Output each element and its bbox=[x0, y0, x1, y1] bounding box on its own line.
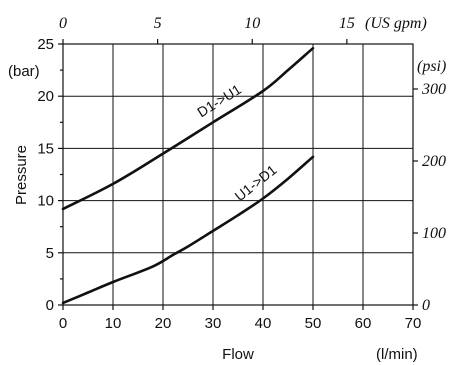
secondary-x-tick-label: 15 bbox=[339, 15, 355, 32]
secondary-y-tick-label: 100 bbox=[422, 225, 446, 242]
y-tick-label: 5 bbox=[46, 245, 54, 262]
grid bbox=[62, 43, 414, 306]
y-tick-label: 20 bbox=[37, 88, 54, 105]
y-tick-label: 10 bbox=[37, 193, 54, 210]
secondary-x-tick-label: 10 bbox=[244, 15, 260, 32]
curves: D1->U1 U1->D1 bbox=[61, 46, 315, 305]
series-label: D1->U1 bbox=[194, 81, 244, 121]
secondary-y-tick-label: 300 bbox=[421, 81, 446, 98]
plot-frame bbox=[62, 43, 414, 306]
secondary-y-tick-label: 0 bbox=[422, 297, 430, 314]
secondary-x-unit: (US gpm) bbox=[365, 15, 427, 32]
x-tick-label: 40 bbox=[255, 315, 272, 332]
y-tick-label: 25 bbox=[37, 36, 54, 53]
x-tick-label: 10 bbox=[105, 315, 122, 332]
x-tick-label: 50 bbox=[305, 315, 322, 332]
y-axis-unit: (bar) bbox=[8, 63, 40, 80]
y-axis-title: Pressure bbox=[13, 145, 30, 205]
x-tick-label: 30 bbox=[205, 315, 222, 332]
series-line bbox=[61, 46, 315, 211]
y-tick-label: 15 bbox=[37, 140, 54, 157]
y-tick-label: 0 bbox=[46, 297, 54, 314]
secondary-y-tick-label: 200 bbox=[422, 153, 446, 170]
x-axis-title: Flow bbox=[222, 346, 254, 363]
x-tick-label: 0 bbox=[59, 315, 67, 332]
series-label: U1->D1 bbox=[232, 161, 280, 204]
x-tick-label: 20 bbox=[155, 315, 172, 332]
x-tick-label: 70 bbox=[405, 315, 422, 332]
series-line bbox=[61, 155, 315, 305]
x-tick-label: 60 bbox=[355, 315, 372, 332]
secondary-x-tick-label: 0 bbox=[59, 15, 67, 32]
secondary-y-unit: (psi) bbox=[417, 58, 446, 75]
x-axis-unit: (l/min) bbox=[376, 346, 418, 363]
secondary-x-tick-label: 5 bbox=[154, 15, 162, 32]
